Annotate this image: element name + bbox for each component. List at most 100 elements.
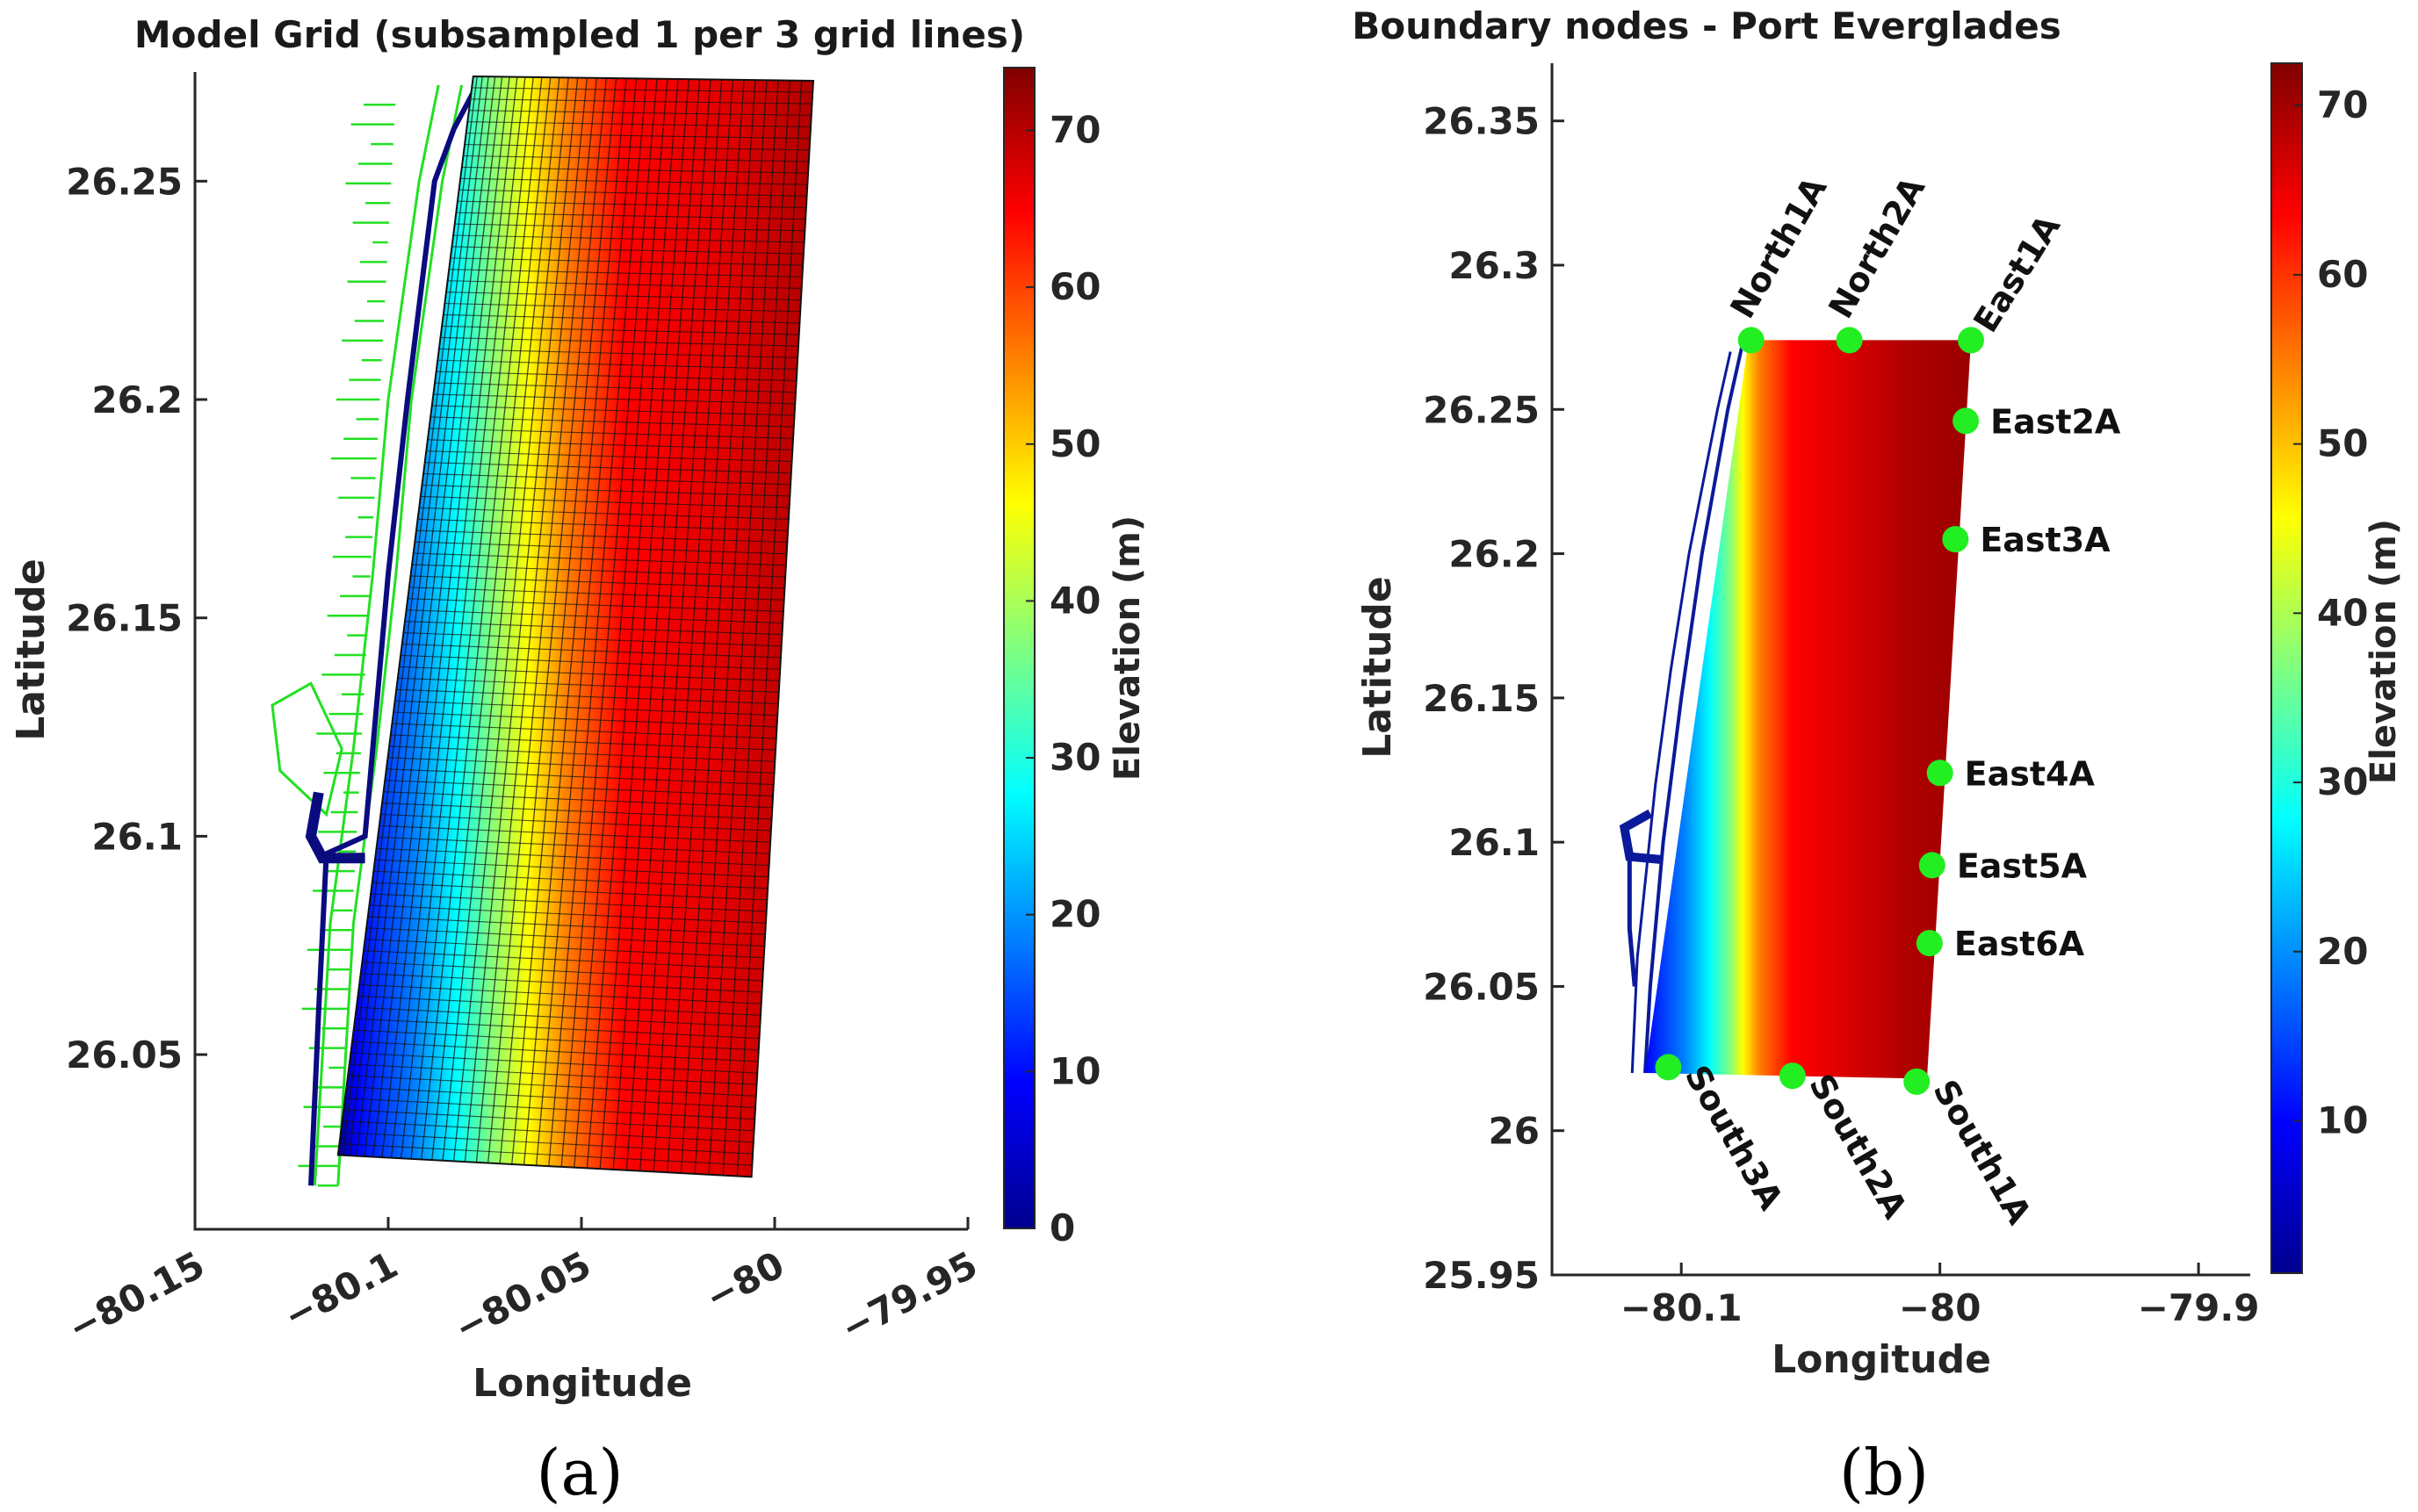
intracoastal-waterway [308, 83, 480, 1186]
grid-line-along [453, 234, 805, 243]
grid-line-cross [431, 77, 552, 1161]
y-tick-label: 26.1 [91, 815, 183, 858]
chart-a-ylabel: Latitude [9, 558, 54, 741]
chart-b-title: Boundary nodes - Port Everglades [1352, 4, 2061, 47]
grid-line-along [436, 371, 797, 382]
colorbar-tick-label: 40 [2317, 591, 2368, 634]
grid-line-cross [511, 78, 617, 1164]
grid-line-cross [342, 76, 478, 1156]
grid-line-along [444, 303, 801, 313]
x-tick-label: −80.1 [277, 1243, 405, 1338]
model-grid-fill [337, 76, 813, 1177]
colorbar-tick-label: 20 [1050, 893, 1101, 936]
node-marker [1655, 1054, 1682, 1081]
coastline-outer [336, 84, 464, 1186]
colorbar-b [2270, 62, 2303, 1274]
node-label: North1A [1722, 170, 1834, 325]
y-tick-label: 26.2 [91, 378, 183, 421]
grid-line-along [463, 155, 809, 162]
node-label: South3A [1678, 1059, 1791, 1217]
colorbar-tick-label: 30 [2317, 760, 2368, 803]
grid-line-cross [452, 77, 569, 1162]
colorbar-tick-label: 10 [2317, 1099, 2368, 1142]
grid-line-along [422, 484, 790, 497]
grid-line-along [392, 723, 776, 739]
boundary-node-south1a: South1A [1903, 1068, 2039, 1231]
node-label: South2A [1801, 1068, 1915, 1226]
grid-line-along [397, 677, 779, 693]
y-tick-label: 26.25 [66, 160, 183, 203]
grid-line-along [343, 1109, 754, 1132]
colorbar-tick-label: 60 [2317, 253, 2368, 296]
colorbar-tick-label: 50 [2317, 422, 2368, 465]
y-tick-label: 25.95 [1423, 1254, 1540, 1297]
grid-line-along [346, 1086, 756, 1109]
grid-line-along [447, 280, 802, 290]
grid-line-along [435, 382, 797, 393]
colorbar-b-ticks: 10 20 30 40 50 60 70 [2293, 83, 2368, 1142]
grid-line-along [399, 666, 780, 681]
grid-line-cross [694, 80, 768, 1174]
colorbar-tick-label: 30 [1050, 736, 1101, 779]
model-grid-lines [336, 75, 815, 1178]
colorbar-a-ticks: 0 10 20 30 40 50 60 70 [1026, 108, 1101, 1249]
grid-line-along [450, 257, 804, 266]
grid-line-along [419, 507, 789, 520]
grid-line-along [429, 428, 794, 439]
grid-line-along [371, 893, 767, 912]
node-marker [1916, 930, 1943, 957]
port-channel [1619, 809, 1662, 864]
node-label: North2A [1821, 170, 1932, 325]
grid-line-along [373, 870, 769, 889]
grid-line-along [468, 110, 812, 116]
grid-line-along [389, 745, 776, 762]
grid-line-cross [548, 78, 647, 1167]
node-label: South1A [1925, 1073, 2039, 1231]
grid-line-along [427, 439, 793, 451]
grid-line-along [387, 757, 775, 774]
colorbar-tick-label: 50 [1050, 422, 1101, 465]
grid-line-cross [442, 77, 560, 1161]
grid-line-along [380, 813, 771, 832]
colorbar-a-label: Elevation (m) [1108, 515, 1148, 781]
coastline-b [1619, 339, 1745, 1074]
grid-line-cross [348, 76, 483, 1156]
node-marker [1737, 327, 1765, 354]
node-label: East6A [1954, 925, 2085, 963]
grid-line-cross [499, 77, 608, 1164]
coastline-inner [313, 84, 440, 1186]
grid-line-along [472, 87, 813, 93]
coastline-inner [1630, 351, 1732, 1074]
grid-line-cross [372, 76, 503, 1157]
grid-line-along [433, 393, 796, 405]
coastline-outer [1643, 339, 1745, 1074]
coastline-a [271, 83, 480, 1187]
chart-a-title: Model Grid (subsampled 1 per 3 grid line… [134, 13, 1025, 56]
grid-line-cross [586, 78, 679, 1169]
boundary-node-east5a: East5A [1918, 846, 2088, 885]
grid-line-along [408, 598, 783, 612]
grid-line-along [408, 587, 784, 601]
boundary-grid-fill [1645, 340, 1971, 1079]
colorbar-tick-label: 40 [1050, 579, 1101, 622]
grid-line-along [438, 348, 798, 358]
grid-line-along [356, 1006, 761, 1028]
grid-line-along [465, 144, 810, 151]
x-tick-label: −80.05 [447, 1243, 597, 1350]
grid-line-along [417, 518, 789, 531]
panel-a-label: (a) [536, 1436, 623, 1509]
panel-b-label: (b) [1839, 1436, 1929, 1509]
grid-line-along [344, 1098, 755, 1120]
grid-line-cross [612, 79, 701, 1170]
grid-line-along [353, 1029, 759, 1051]
grid-line-along [366, 927, 765, 947]
grid-line-along [357, 995, 761, 1016]
boundary-node-east6a: East6A [1916, 925, 2085, 963]
grid-line-along [360, 972, 762, 993]
grid-line-along [423, 473, 791, 486]
grid-line-along [412, 564, 786, 578]
boundary-node-south3a: South3A [1655, 1054, 1791, 1217]
axes-a-y-ticks: 26.05 26.1 26.15 26.2 26.25 [66, 160, 207, 1076]
grid-line-cross [381, 76, 510, 1158]
